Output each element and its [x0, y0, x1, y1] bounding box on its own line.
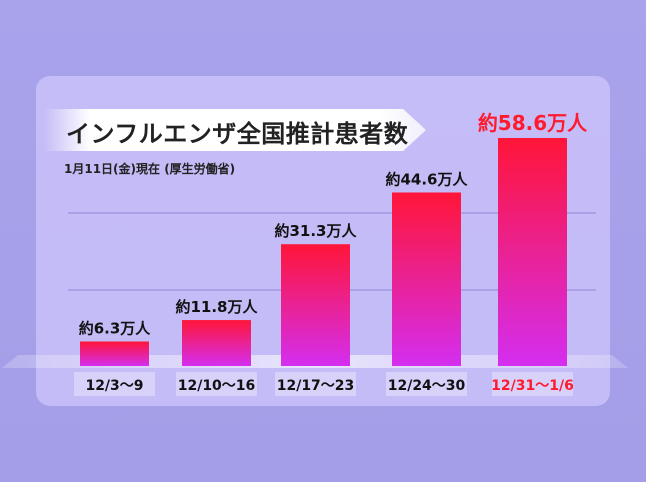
category-label: 12/31～1/6 [491, 378, 574, 394]
chart-title: インフルエンザ全国推計患者数 [66, 120, 409, 148]
category-label-box [275, 372, 356, 396]
category-label-box [492, 372, 573, 396]
value-label: 約11.8万人 [175, 298, 258, 316]
category-label: 12/17～23 [277, 378, 355, 394]
chart-subtitle: 1月11日(金)現在 (厚生労働省) [64, 162, 236, 176]
category-label-box [386, 372, 467, 396]
bar [498, 138, 567, 366]
value-label: 約44.6万人 [385, 170, 468, 188]
title-banner [44, 109, 426, 151]
bar [281, 244, 350, 366]
category-label: 12/3～9 [85, 378, 143, 394]
value-label: 約6.3万人 [79, 319, 152, 337]
bar [80, 341, 149, 366]
value-label: 約31.3万人 [274, 222, 357, 240]
value-label: 約58.6万人 [478, 111, 588, 135]
bar [182, 320, 251, 366]
category-label: 12/10～16 [178, 378, 256, 394]
bar [392, 192, 461, 366]
category-label-box [176, 372, 257, 396]
category-label: 12/24～30 [388, 378, 466, 394]
category-label-box [74, 372, 155, 396]
